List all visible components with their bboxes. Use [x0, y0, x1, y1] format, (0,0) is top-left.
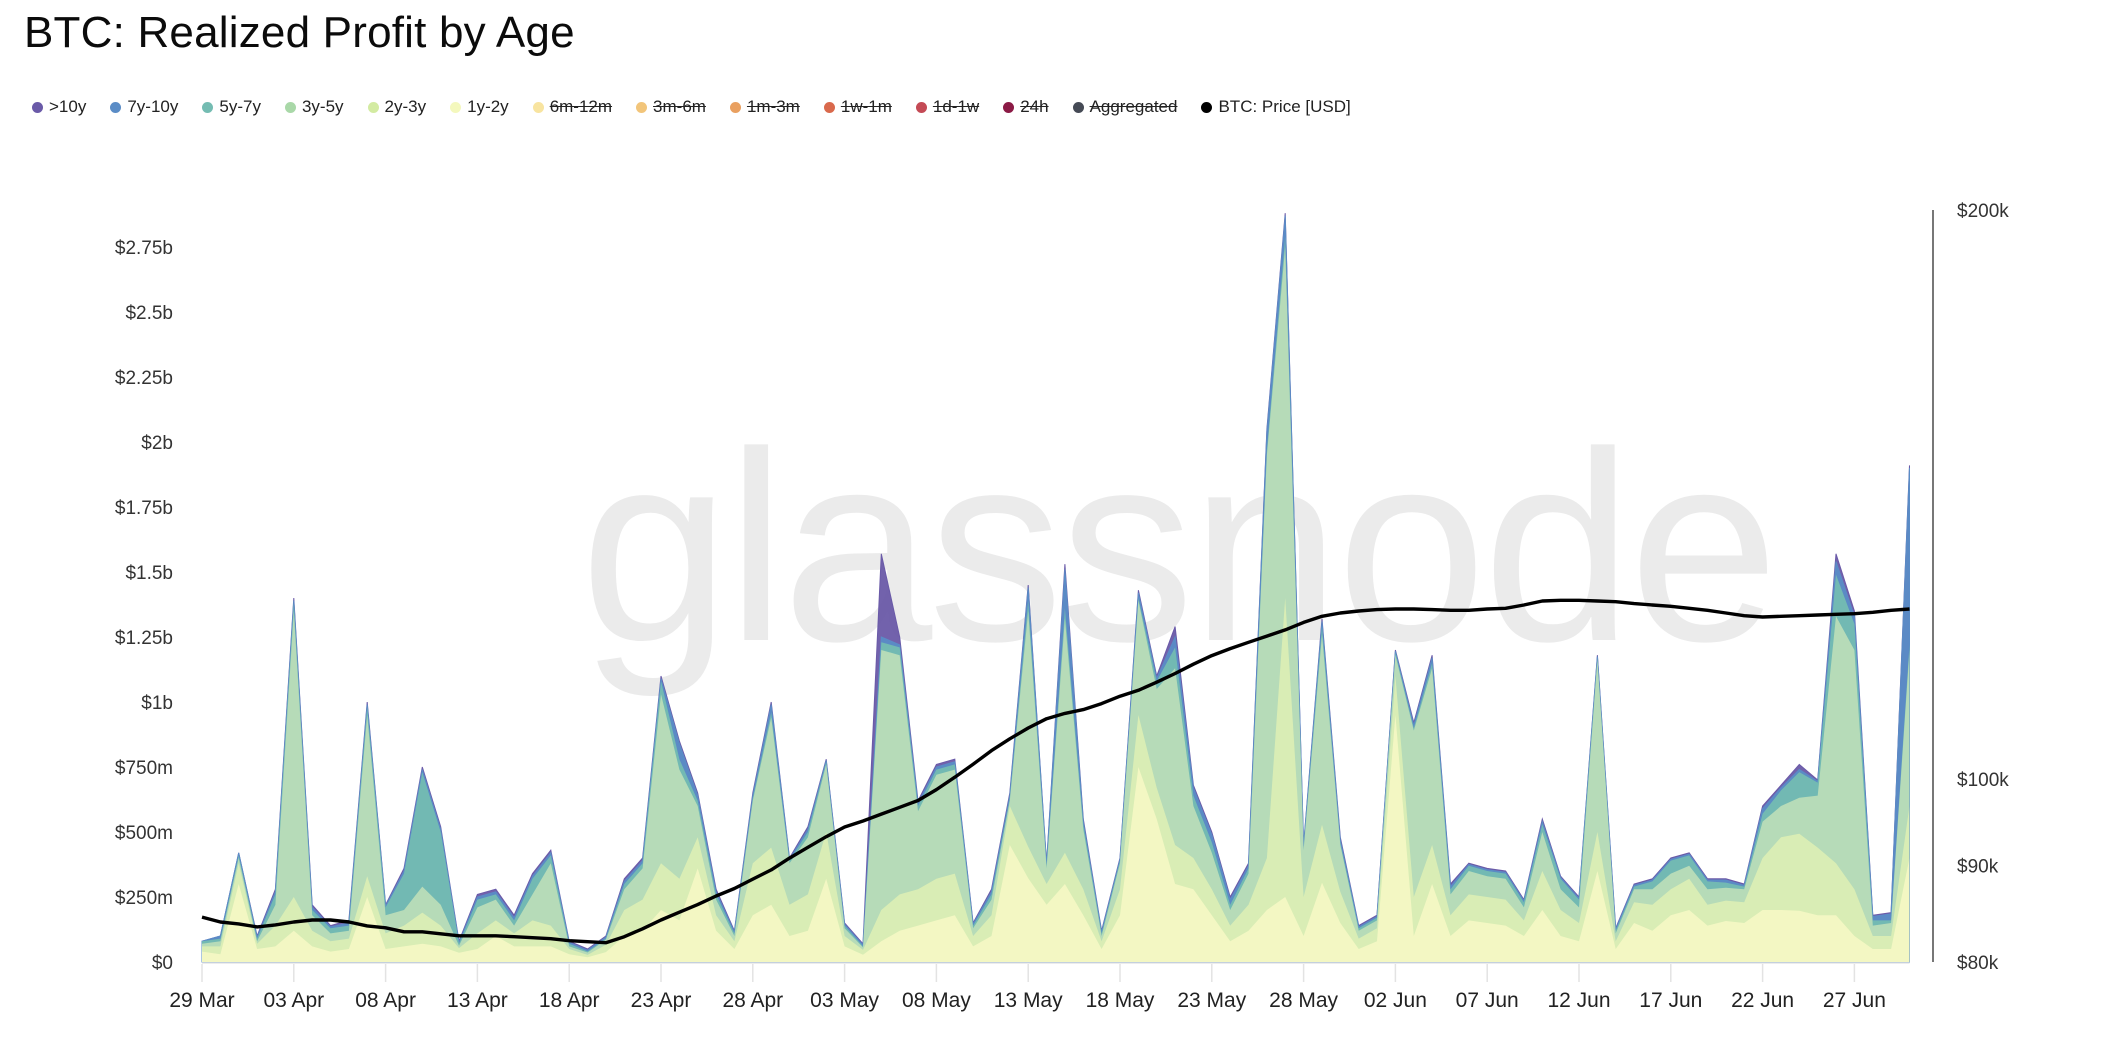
legend-label: 1w-1m: [840, 97, 892, 116]
legend-dot-icon: [532, 101, 544, 113]
legend-dot-icon: [823, 101, 835, 113]
x-tick-label: 08 Apr: [355, 989, 416, 1012]
x-tick-label: 13 Apr: [447, 989, 508, 1012]
legend-label: 2y-3y: [384, 97, 427, 116]
x-tick-label: 03 Apr: [263, 989, 324, 1012]
x-tick-label: 12 Jun: [1547, 989, 1610, 1012]
x-tick-label: 23 May: [1177, 989, 1246, 1012]
y-axis-right: $80k $90k $100k $200k: [1957, 201, 2009, 974]
legend-item-btc-price-usd[interactable]: BTC: Price [USD]: [1201, 97, 1351, 117]
y-tick-label-left: $1.5b: [125, 563, 173, 584]
legend-item-1w-1m[interactable]: 1w-1m: [823, 97, 892, 117]
legend-dot-icon: [367, 101, 379, 113]
legend-dot-icon: [1201, 101, 1213, 113]
legend-dot-icon: [1072, 101, 1084, 113]
x-tick-label: 02 Jun: [1364, 989, 1427, 1012]
legend-label: Aggregated: [1089, 97, 1178, 116]
legend-item-7y-10y[interactable]: 7y-10y: [110, 97, 178, 117]
y-tick-label-left: $2b: [141, 433, 173, 454]
y-tick-label-left: $1.25b: [115, 628, 173, 649]
legend-item-1d-1w[interactable]: 1d-1w: [915, 97, 980, 117]
area-series-1y-2y: [202, 715, 1910, 962]
y-tick-label-right: $200k: [1957, 201, 2009, 222]
y-tick-label-right: $90k: [1957, 856, 1999, 877]
legend-dot-icon: [32, 101, 43, 113]
legend-item-24h[interactable]: 24h: [1003, 97, 1049, 117]
x-tick-label: 28 May: [1269, 989, 1338, 1012]
legend: >10y 7y-10y 5y-7y 3y-5y 2y-3y 1y-2y 6m-12m 3m-6…: [32, 97, 1375, 117]
y-tick-label-left: $0: [152, 953, 173, 974]
legend-label: >10y: [49, 97, 87, 116]
y-tick-label-left: $500m: [115, 823, 173, 844]
legend-item-1y-2y[interactable]: 1y-2y: [450, 97, 509, 117]
x-tick-label: 22 Jun: [1731, 989, 1794, 1012]
area-series-3y-5y: [202, 247, 1910, 962]
y-tick-label-left: $1.75b: [115, 498, 173, 519]
legend-label: 6m-12m: [549, 97, 613, 116]
legend-label: 1y-2y: [467, 97, 509, 116]
y-tick-label-left: $2.75b: [115, 238, 173, 259]
watermark: glassnode: [580, 397, 1775, 699]
x-tick-label: 08 May: [902, 989, 971, 1012]
btc-price-line: [201, 598, 1910, 945]
legend-item-10y[interactable]: >10y: [32, 97, 86, 117]
legend-dot-icon: [729, 101, 741, 113]
legend-label: 24h: [1020, 97, 1049, 116]
legend-dot-icon: [284, 101, 296, 113]
x-tick-label: 23 Apr: [631, 989, 692, 1012]
stacked-areas: [201, 213, 1910, 963]
legend-label: BTC: Price [USD]: [1218, 97, 1351, 116]
y-tick-label-left: $250m: [115, 888, 173, 909]
legend-item-3y-5y[interactable]: 3y-5y: [284, 97, 344, 117]
legend-dot-icon: [202, 101, 214, 113]
x-tick-label: 17 Jun: [1639, 989, 1702, 1012]
legend-item-2y-3y[interactable]: 2y-3y: [367, 97, 427, 117]
legend-item-1m-3m[interactable]: 1m-3m: [729, 97, 800, 117]
legend-dot-icon: [450, 101, 462, 113]
x-tick-label: 29 Mar: [169, 989, 234, 1012]
x-tick-label: 27 Jun: [1823, 989, 1886, 1012]
y-tick-label-left: $1b: [141, 693, 173, 714]
x-axis: 29 Mar 03 Apr 08 Apr 13 Apr 18 Apr 23 Apr 28 A…: [169, 962, 1910, 1012]
legend-dot-icon: [110, 101, 122, 113]
y-tick-label-right: $100k: [1957, 770, 2009, 791]
chart-title: BTC: Realized Profit by Age: [24, 8, 575, 57]
x-tick-label: 28 Apr: [722, 989, 783, 1012]
legend-item-3m-6m[interactable]: 3m-6m: [636, 97, 706, 117]
x-tick-label: 13 May: [994, 989, 1063, 1012]
legend-dot-icon: [915, 101, 927, 113]
legend-dot-icon: [636, 101, 648, 113]
x-tick-label: 18 Apr: [539, 989, 600, 1012]
legend-label: 1m-3m: [746, 97, 800, 116]
y-tick-label-left: $2.5b: [125, 303, 173, 324]
legend-item-5y-7y[interactable]: 5y-7y: [202, 97, 261, 117]
y-tick-label-left: $750m: [115, 758, 173, 779]
legend-label: 1d-1w: [932, 97, 980, 116]
legend-item-aggregated[interactable]: Aggregated: [1072, 97, 1178, 117]
y-axis-left: $0 $250m $500m $750m $1b $1.25b $1.5b $1.75b $2b…: [115, 238, 173, 974]
x-tick-label: 07 Jun: [1456, 989, 1519, 1012]
y-tick-label-right: $80k: [1957, 953, 1999, 974]
legend-item-6m-12m[interactable]: 6m-12m: [532, 97, 613, 117]
legend-dot-icon: [1003, 101, 1015, 113]
x-tick-label: 18 May: [1086, 989, 1155, 1012]
legend-label: 3y-5y: [301, 97, 344, 116]
legend-label: 3m-6m: [653, 97, 706, 116]
legend-label: 7y-10y: [127, 97, 179, 116]
y-tick-label-left: $2.25b: [115, 368, 173, 389]
x-tick-label: 03 May: [810, 989, 879, 1012]
legend-label: 5y-7y: [219, 97, 261, 116]
